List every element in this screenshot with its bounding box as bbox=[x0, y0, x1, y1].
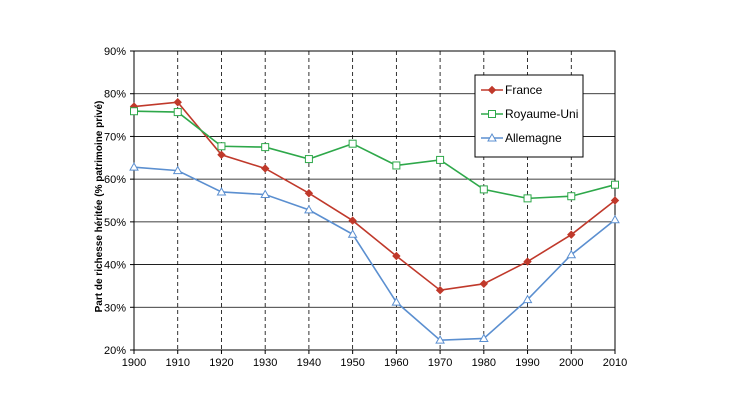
data-point-allemagne bbox=[435, 335, 445, 344]
data-point-allemagne bbox=[260, 189, 271, 199]
data-point-france bbox=[173, 98, 182, 107]
data-point-france bbox=[610, 196, 620, 205]
legend-marker-allemagne bbox=[487, 132, 497, 142]
legend-label-royaume-uni: Royaume-Uni bbox=[505, 107, 578, 121]
x-tick-label: 1970 bbox=[428, 357, 452, 369]
data-point-france bbox=[479, 279, 489, 288]
data-point-france bbox=[304, 189, 314, 198]
x-tick-label: 1900 bbox=[122, 357, 146, 369]
series-line-france bbox=[133, 101, 616, 292]
data-point-royaume-uni bbox=[436, 155, 445, 164]
data-point-france bbox=[523, 257, 532, 266]
data-point-allemagne bbox=[610, 214, 620, 224]
data-point-allemagne bbox=[347, 229, 358, 238]
x-tick-label: 1990 bbox=[515, 357, 539, 369]
series-france bbox=[129, 98, 620, 295]
y-tick-label: 50% bbox=[104, 217, 126, 229]
data-point-allemagne bbox=[566, 249, 577, 259]
legend-item-france: France bbox=[481, 83, 543, 97]
y-axis-title: Part de richesse héritée (% patrimoine p… bbox=[94, 101, 105, 313]
y-tick-label: 60% bbox=[104, 174, 126, 186]
x-tick-label: 2000 bbox=[559, 357, 583, 369]
legend-item-royaume-uni: Royaume-Uni bbox=[481, 107, 578, 121]
series-allemagne bbox=[129, 162, 620, 344]
data-point-royaume-uni bbox=[304, 155, 313, 164]
data-point-royaume-uni bbox=[567, 192, 576, 201]
data-point-royaume-uni bbox=[611, 180, 619, 189]
legend-item-allemagne: Allemagne bbox=[481, 131, 562, 145]
legend-label-allemagne: Allemagne bbox=[505, 131, 562, 145]
data-point-royaume-uni bbox=[392, 161, 401, 170]
data-point-france bbox=[435, 285, 445, 295]
x-tick-label: 1980 bbox=[472, 357, 496, 369]
data-point-allemagne bbox=[216, 186, 227, 196]
data-point-allemagne bbox=[129, 162, 139, 171]
data-point-france bbox=[392, 251, 401, 261]
data-point-royaume-uni bbox=[523, 194, 532, 203]
data-point-allemagne bbox=[391, 297, 402, 306]
x-tick-label: 1930 bbox=[253, 357, 277, 369]
x-tick-label: 1940 bbox=[297, 357, 321, 369]
data-point-france bbox=[260, 164, 270, 173]
data-point-royaume-uni bbox=[173, 108, 182, 117]
data-point-royaume-uni bbox=[479, 185, 488, 194]
y-tick-label: 20% bbox=[104, 345, 126, 357]
data-point-france bbox=[348, 216, 357, 225]
x-tick-label: 1950 bbox=[340, 357, 364, 369]
y-tick-label: 30% bbox=[104, 302, 126, 314]
data-point-royaume-uni bbox=[261, 143, 270, 152]
legend-marker-royaume-uni bbox=[488, 110, 496, 118]
series-group bbox=[129, 98, 620, 344]
y-tick-label: 40% bbox=[104, 260, 126, 272]
data-point-royaume-uni bbox=[130, 107, 138, 116]
x-tick-label: 2010 bbox=[603, 357, 627, 369]
data-point-france bbox=[217, 150, 226, 160]
y-tick-label: 70% bbox=[104, 131, 126, 143]
axes: 20% 30% 40% 50% 60% 70% 80% 90% 1900 1910 1920 1930… bbox=[104, 46, 627, 369]
legend: France Royaume-Uni Allemagne bbox=[474, 74, 584, 158]
legend-label-france: France bbox=[505, 83, 543, 97]
x-tick-label: 1960 bbox=[384, 357, 408, 369]
data-point-royaume-uni bbox=[348, 139, 357, 148]
series-royaume-uni bbox=[130, 107, 619, 203]
x-tick-label: 1920 bbox=[209, 357, 233, 369]
data-point-allemagne bbox=[304, 204, 314, 214]
y-tick-label: 80% bbox=[104, 89, 126, 101]
data-point-royaume-uni bbox=[217, 142, 226, 151]
series-line-royaume-uni bbox=[133, 110, 616, 200]
x-tick-label: 1910 bbox=[165, 357, 189, 369]
data-point-allemagne bbox=[522, 294, 533, 304]
data-point-france bbox=[567, 230, 576, 239]
legend-marker-france bbox=[487, 85, 497, 95]
data-point-allemagne bbox=[172, 165, 183, 175]
data-point-allemagne bbox=[478, 333, 489, 342]
series-line-allemagne bbox=[133, 166, 616, 341]
y-tick-label: 90% bbox=[104, 46, 126, 58]
